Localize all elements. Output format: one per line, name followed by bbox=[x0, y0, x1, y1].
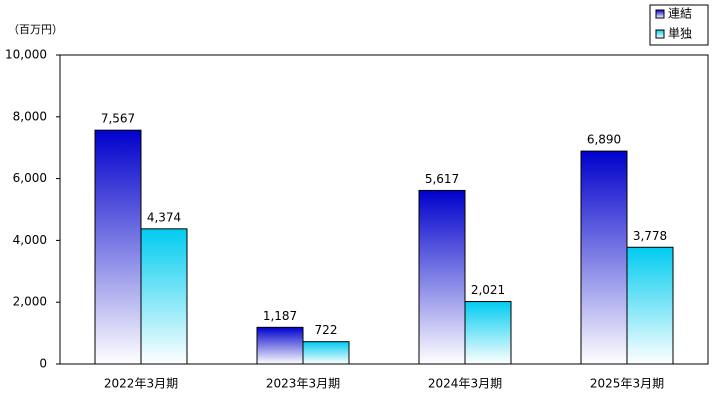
legend-label: 連結 bbox=[668, 7, 692, 21]
value-label: 2,021 bbox=[471, 283, 505, 297]
x-tick-label: 2024年3月期 bbox=[428, 377, 502, 391]
unit-label: （百万円） bbox=[8, 23, 63, 36]
bar bbox=[140, 228, 188, 365]
bar bbox=[302, 341, 350, 365]
value-label: 5,617 bbox=[425, 172, 459, 186]
y-tick-label: 0 bbox=[39, 357, 47, 371]
bar bbox=[626, 246, 674, 365]
value-label: 7,567 bbox=[101, 112, 135, 126]
y-tick-label: 8,000 bbox=[13, 109, 47, 123]
y-tick-label: 6,000 bbox=[13, 171, 47, 185]
plot-area bbox=[59, 54, 709, 365]
bar bbox=[580, 150, 628, 365]
y-tick-label: 4,000 bbox=[13, 233, 47, 247]
value-label: 1,187 bbox=[263, 309, 297, 323]
bar bbox=[464, 301, 512, 365]
value-label: 4,374 bbox=[147, 210, 181, 224]
value-label: 6,890 bbox=[587, 133, 621, 147]
x-tick-label: 2023年3月期 bbox=[266, 377, 340, 391]
y-tick-label: 2,000 bbox=[13, 295, 47, 309]
legend-swatch bbox=[655, 29, 665, 39]
x-tick-label: 2025年3月期 bbox=[590, 377, 664, 391]
value-label: 722 bbox=[315, 323, 338, 337]
bar bbox=[418, 189, 466, 365]
y-tick-label: 10,000 bbox=[5, 48, 47, 62]
bar bbox=[94, 129, 142, 365]
x-tick-label: 2022年3月期 bbox=[104, 377, 178, 391]
bar bbox=[256, 326, 304, 365]
legend-swatch bbox=[655, 9, 665, 19]
value-label: 3,778 bbox=[633, 229, 667, 243]
legend-label: 単独 bbox=[668, 27, 692, 41]
